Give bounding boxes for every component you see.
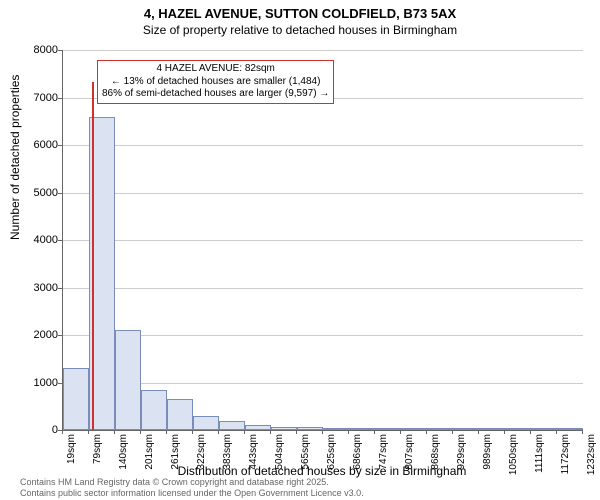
x-tick-mark	[556, 430, 557, 434]
x-tick-mark	[244, 430, 245, 434]
footer-attribution: Contains HM Land Registry data © Crown c…	[20, 477, 364, 499]
x-tick-mark	[478, 430, 479, 434]
x-tick-mark	[62, 430, 63, 434]
histogram-bar	[193, 416, 219, 430]
histogram-bar	[167, 399, 193, 430]
grid-line	[63, 50, 583, 51]
y-tick-label: 6000	[34, 139, 58, 151]
x-tick-label: 1232sqm	[586, 434, 597, 478]
histogram-bar	[375, 428, 401, 430]
histogram-bar	[427, 428, 453, 430]
histogram-bar	[245, 425, 271, 430]
y-tick-label: 2000	[34, 329, 58, 341]
histogram-bar	[323, 428, 349, 430]
x-tick-mark	[114, 430, 115, 434]
x-tick-mark	[270, 430, 271, 434]
x-tick-mark	[140, 430, 141, 434]
annotation-line3: 86% of semi-detached houses are larger (…	[102, 88, 329, 101]
histogram-bar	[505, 428, 531, 430]
y-tick-mark	[58, 288, 62, 289]
x-tick-mark	[322, 430, 323, 434]
grid-line	[63, 193, 583, 194]
x-axis-label: Distribution of detached houses by size …	[62, 464, 582, 478]
x-tick-mark	[452, 430, 453, 434]
chart-title: 4, HAZEL AVENUE, SUTTON COLDFIELD, B73 5…	[0, 0, 600, 21]
x-tick-mark	[530, 430, 531, 434]
y-tick-mark	[58, 145, 62, 146]
annotation-line1: 4 HAZEL AVENUE: 82sqm	[102, 63, 329, 76]
histogram-bar	[115, 330, 141, 430]
y-tick-mark	[58, 383, 62, 384]
chart-subtitle: Size of property relative to detached ho…	[0, 21, 600, 37]
y-tick-label: 5000	[34, 187, 58, 199]
y-tick-mark	[58, 98, 62, 99]
grid-line	[63, 240, 583, 241]
y-axis-label: Number of detached properties	[8, 75, 22, 240]
reference-marker	[92, 82, 94, 430]
y-tick-label: 8000	[34, 44, 58, 56]
x-tick-mark	[582, 430, 583, 434]
x-tick-mark	[218, 430, 219, 434]
histogram-bar	[531, 428, 557, 430]
y-tick-mark	[58, 193, 62, 194]
x-tick-mark	[426, 430, 427, 434]
grid-line	[63, 288, 583, 289]
y-tick-label: 1000	[34, 377, 58, 389]
histogram-bar	[453, 428, 479, 430]
histogram-bar	[479, 428, 505, 430]
x-tick-mark	[88, 430, 89, 434]
histogram-bar	[401, 428, 427, 430]
y-tick-label: 3000	[34, 282, 58, 294]
grid-line	[63, 383, 583, 384]
x-tick-mark	[192, 430, 193, 434]
annotation-line2: ← 13% of detached houses are smaller (1,…	[102, 76, 329, 89]
x-tick-mark	[504, 430, 505, 434]
y-tick-mark	[58, 335, 62, 336]
plot-area: 4 HAZEL AVENUE: 82sqm ← 13% of detached …	[62, 50, 583, 431]
y-tick-label: 7000	[34, 92, 58, 104]
grid-line	[63, 145, 583, 146]
histogram-bar	[271, 427, 297, 430]
x-tick-mark	[374, 430, 375, 434]
x-tick-mark	[400, 430, 401, 434]
x-tick-mark	[348, 430, 349, 434]
histogram-bar	[141, 390, 167, 430]
chart-container: 4, HAZEL AVENUE, SUTTON COLDFIELD, B73 5…	[0, 0, 600, 500]
y-tick-mark	[58, 240, 62, 241]
histogram-bar	[297, 427, 323, 430]
x-tick-mark	[166, 430, 167, 434]
x-tick-mark	[296, 430, 297, 434]
footer-line2: Contains public sector information licen…	[20, 488, 364, 499]
histogram-bar	[557, 428, 583, 430]
y-tick-label: 4000	[34, 234, 58, 246]
grid-line	[63, 335, 583, 336]
footer-line1: Contains HM Land Registry data © Crown c…	[20, 477, 364, 488]
histogram-bar	[219, 421, 245, 430]
annotation-box: 4 HAZEL AVENUE: 82sqm ← 13% of detached …	[97, 60, 334, 104]
histogram-bar	[63, 368, 89, 430]
y-tick-mark	[58, 50, 62, 51]
histogram-bar	[349, 428, 375, 430]
